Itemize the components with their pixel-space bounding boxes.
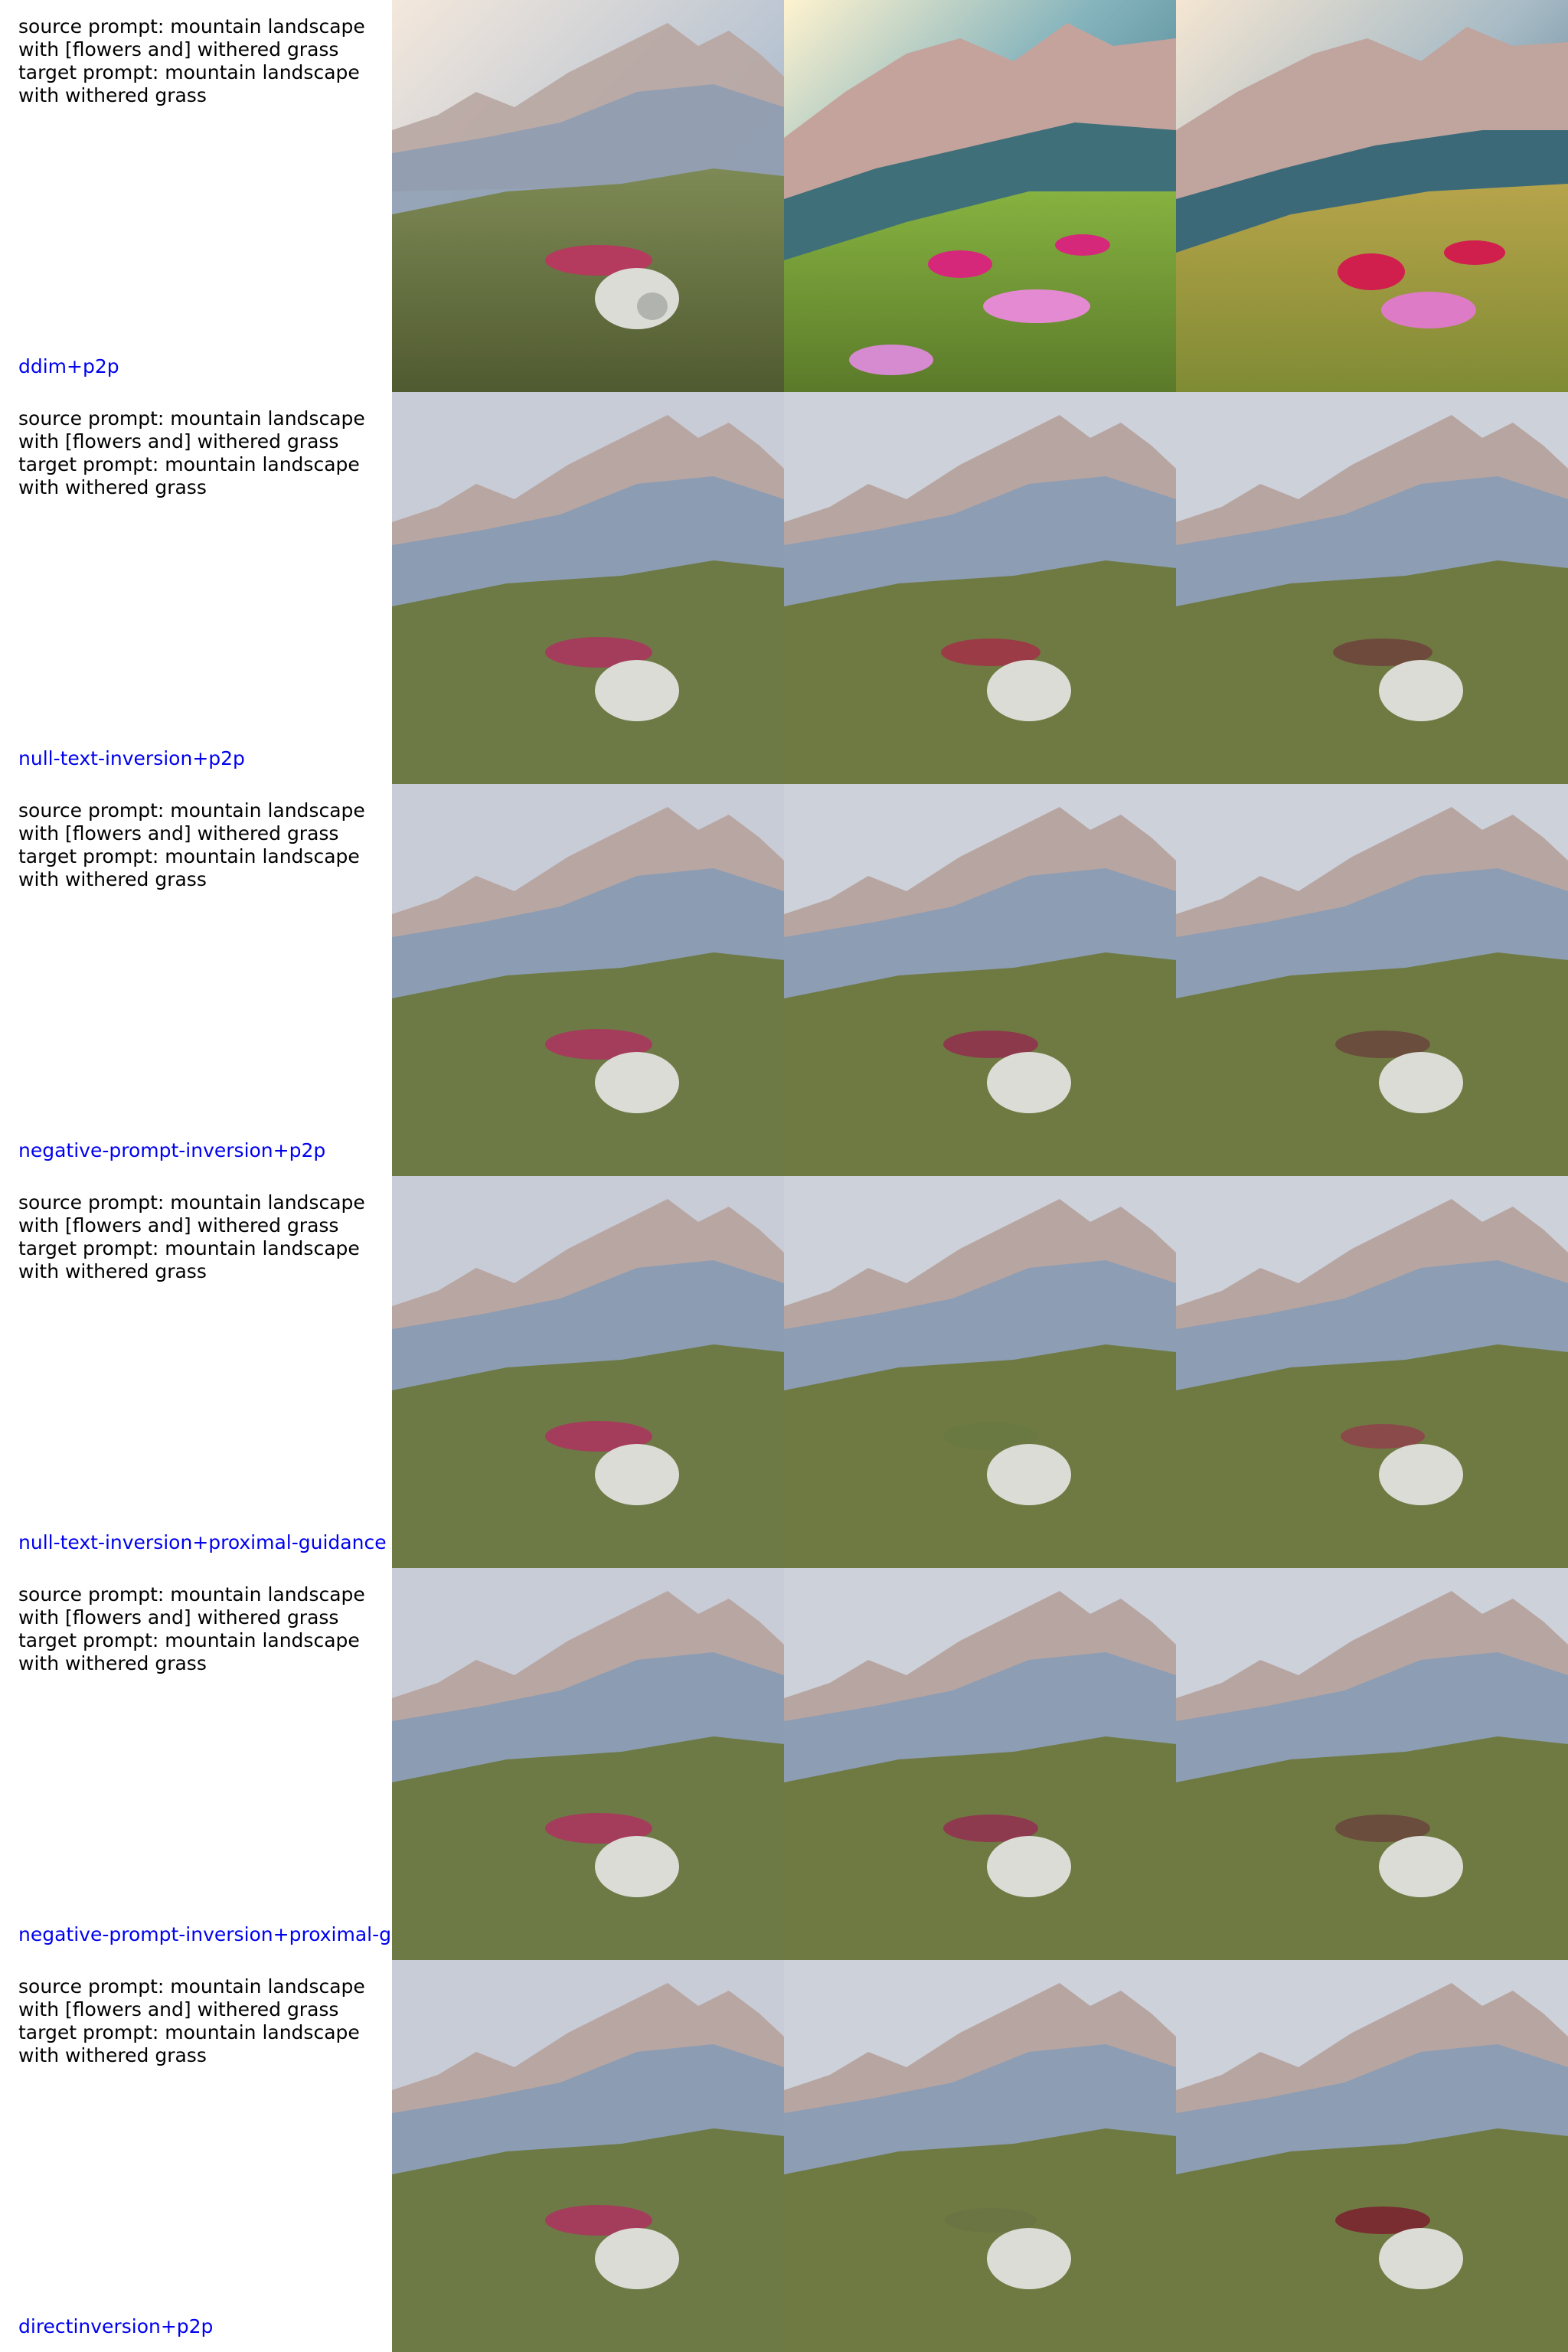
edited-image (784, 1960, 1176, 2352)
method-row-directinversion-p2p: source prompt: mountain landscape with [… (0, 1960, 1568, 2352)
source-image (392, 784, 784, 1176)
source-image (392, 1568, 784, 1960)
scene-svg (784, 1960, 1176, 2352)
method-label: directinversion+p2p (18, 2315, 214, 2337)
scene-svg (392, 1176, 784, 1568)
source-image (392, 0, 784, 392)
method-row-negative-prompt-inversion-p2p: source prompt: mountain landscape with [… (0, 784, 1568, 1176)
prompt-text: source prompt: mountain landscape with [… (18, 407, 365, 498)
edited-image (784, 1176, 1176, 1568)
label-cell: source prompt: mountain landscape with [… (0, 1568, 392, 1960)
scene-svg (392, 1960, 784, 2352)
scene-svg (392, 0, 784, 392)
edited-image (784, 392, 1176, 784)
edited-image (1176, 1176, 1568, 1568)
edited-image (1176, 784, 1568, 1176)
label-cell: source prompt: mountain landscape with [… (0, 1176, 392, 1568)
edited-image (1176, 0, 1568, 392)
method-label: null-text-inversion+proximal-guidance (18, 1531, 387, 1553)
label-cell: source prompt: mountain landscape with [… (0, 0, 392, 392)
prompt-text: source prompt: mountain landscape with [… (18, 1191, 365, 1282)
scene-svg (784, 1568, 1176, 1960)
scene-svg (1176, 784, 1568, 1176)
label-cell: source prompt: mountain landscape with [… (0, 392, 392, 784)
scene-svg (1176, 1176, 1568, 1568)
method-label: null-text-inversion+p2p (18, 747, 245, 769)
scene-svg (392, 392, 784, 784)
source-image (392, 1176, 784, 1568)
method-label: negative-prompt-inversion+p2p (18, 1139, 326, 1161)
scene-svg (1176, 0, 1568, 392)
edited-image (784, 0, 1176, 392)
scene-svg (784, 1176, 1176, 1568)
edited-image (784, 1568, 1176, 1960)
scene-svg (392, 784, 784, 1176)
prompt-text: source prompt: mountain landscape with [… (18, 15, 365, 106)
scene-svg (392, 1568, 784, 1960)
method-label: ddim+p2p (18, 355, 119, 377)
scene-svg (1176, 1960, 1568, 2352)
scene-svg (1176, 392, 1568, 784)
label-cell: source prompt: mountain landscape with [… (0, 1960, 392, 2352)
source-image (392, 1960, 784, 2352)
scene-svg (1176, 1568, 1568, 1960)
edited-image (1176, 1960, 1568, 2352)
prompt-text: source prompt: mountain landscape with [… (18, 1975, 365, 2066)
method-row-null-text-inversion-proximal-guidance: source prompt: mountain landscape with [… (0, 1176, 1568, 1568)
scene-svg (784, 0, 1176, 392)
prompt-text: source prompt: mountain landscape with [… (18, 799, 365, 890)
method-row-negative-prompt-inversion-proximal-guidance: source prompt: mountain landscape with [… (0, 1568, 1568, 1960)
method-row-ddim-p2p: source prompt: mountain landscape with [… (0, 0, 1568, 392)
edited-image (1176, 1568, 1568, 1960)
edited-image (784, 784, 1176, 1176)
label-cell: source prompt: mountain landscape with [… (0, 784, 392, 1176)
method-label: negative-prompt-inversion+proximal-guida… (18, 1923, 392, 1945)
prompt-text: source prompt: mountain landscape with [… (18, 1583, 365, 1674)
scene-svg (784, 784, 1176, 1176)
scene-svg (784, 392, 1176, 784)
edited-image (1176, 392, 1568, 784)
method-row-null-text-inversion-p2p: source prompt: mountain landscape with [… (0, 392, 1568, 784)
source-image (392, 392, 784, 784)
